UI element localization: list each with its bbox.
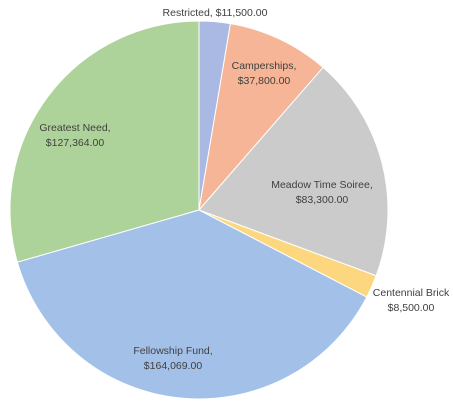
pie-slice-camperships xyxy=(198,23,324,212)
data-label-value: $164,069.00 xyxy=(144,360,203,372)
data-label-name: Fellowship Fund, xyxy=(133,345,212,357)
data-label-value: $8,500.00 xyxy=(388,302,435,314)
data-label-name: Camperships, xyxy=(232,60,297,72)
pie-slice-fellowship-fund xyxy=(16,209,368,400)
data-label-restricted: Restricted, $11,500.00 xyxy=(163,7,268,19)
pie-slices xyxy=(9,20,389,400)
data-label-meadow-time-soiree: Meadow Time Soiree, $83,300.00 xyxy=(271,179,373,206)
data-label-value: $37,800.00 xyxy=(238,75,291,87)
data-label-value: $127,364.00 xyxy=(46,137,105,149)
data-label-name: Centennial Brick xyxy=(373,287,450,299)
data-label-name: Meadow Time Soiree, xyxy=(271,179,373,191)
data-label-fellowship-fund: Fellowship Fund, $164,069.00 xyxy=(133,345,212,372)
data-label-name: Restricted, xyxy=(163,7,216,19)
data-label-name: Greatest Need, xyxy=(39,122,110,134)
data-label-camperships: Camperships, $37,800.00 xyxy=(232,60,297,87)
data-labels: Restricted, $11,500.00 Camperships, $37,80… xyxy=(39,7,450,372)
data-label-centennial-brick: Centennial Brick $8,500.00 xyxy=(373,287,450,314)
data-label-value: $11,500.00 xyxy=(216,7,268,19)
pie-slice-meadow-time-soiree xyxy=(198,66,389,277)
data-label-greatest-need: Greatest Need, $127,364.00 xyxy=(39,122,110,149)
data-label-value: $83,300.00 xyxy=(296,194,349,206)
pie-slice-greatest-need xyxy=(9,20,200,263)
